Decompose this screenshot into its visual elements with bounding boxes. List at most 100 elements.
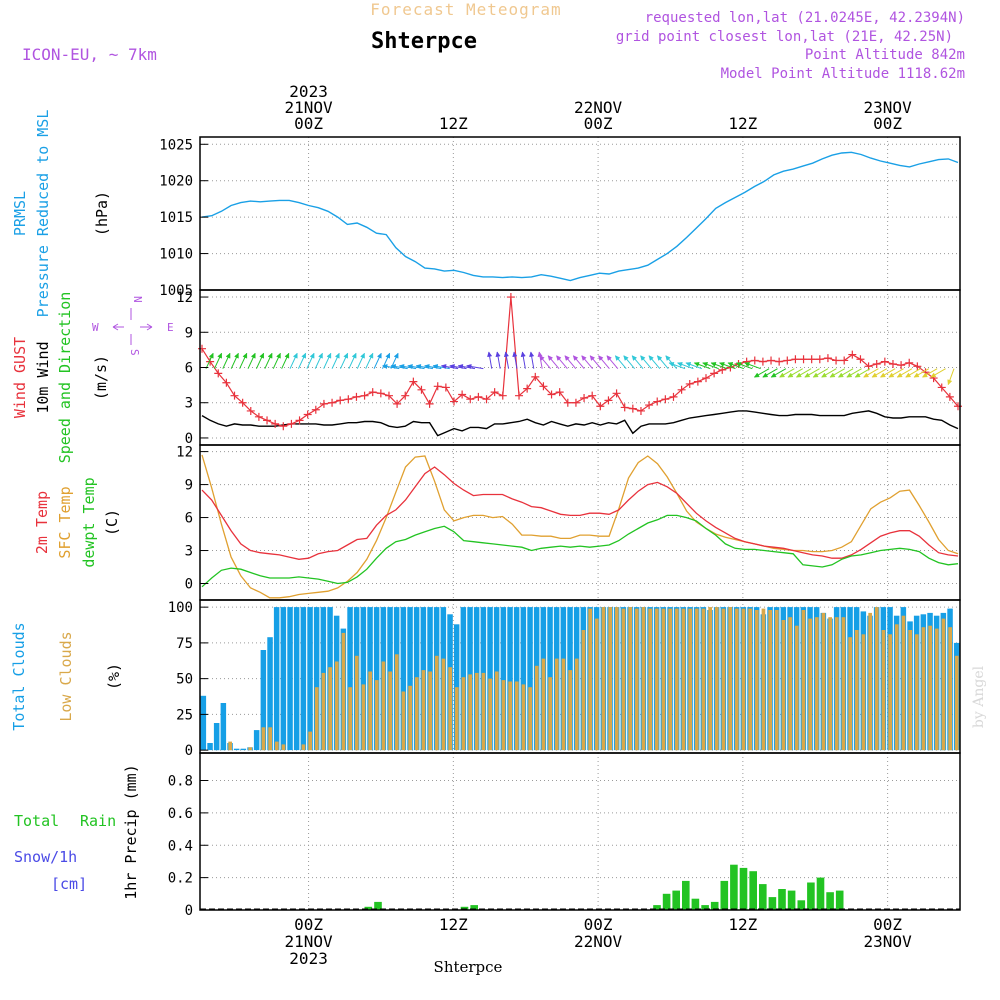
gust-marker [710,369,719,378]
y-tick-label: 6 [185,511,193,527]
rain-bar [797,900,806,910]
precip-cm-label: [cm] [51,875,87,893]
wind-arrow-head [503,351,509,358]
wind-arrow-head [623,355,629,361]
low-clouds-bar [401,691,406,751]
gust-marker [905,358,914,367]
low-clouds-bar [521,684,526,751]
low-clouds-bar [674,608,679,751]
low-clouds-bar [588,608,592,751]
low-clouds-bar [861,634,866,751]
temperature-panel [201,454,959,599]
gust-marker [888,359,897,368]
low-clouds-bar [434,655,439,751]
wind-arrow-head [376,352,382,359]
gust-marker [287,419,296,428]
wind-arrow-head [390,364,397,370]
temperature-axis-label: 2m Temp [33,491,51,554]
temperature-axis-label: SFC Temp [56,486,74,558]
total-clouds-bar [233,748,240,751]
gust-marker [571,398,580,407]
wind-arrow-head [762,372,769,378]
gust-marker [872,359,881,368]
gust-marker [474,392,483,401]
wind-axis-label: 10m Wind [34,341,52,413]
rain-bar [653,905,661,910]
gust-marker [815,355,824,364]
gust-marker [368,388,377,397]
rain-bar [778,889,786,910]
gust-marker [539,382,548,391]
gust-marker [645,401,654,410]
low-clouds-bar [821,612,826,751]
rain-bar [759,884,767,910]
watermark: by Angel [971,665,987,728]
point-altitude: Point Altitude 842m [805,47,965,63]
low-clouds-bar [541,658,546,751]
gust-marker [401,391,410,400]
precip-axis-label: 1hr Precip (mm) [122,764,140,899]
pressure-axis-label: Pressure Reduced to MSL [34,110,52,318]
wind-arrow-head [930,372,937,378]
low-clouds-bar [741,608,746,751]
gust-marker [783,356,792,365]
low-clouds-bar [681,608,686,751]
product-title: Forecast Meteogram [370,0,561,19]
wind-arrow-head [432,364,439,370]
rain-bar [720,880,729,910]
low-clouds-bar [514,681,519,751]
gust-marker [693,377,702,386]
clouds-axis-label: Total Clouds [10,622,28,730]
wind-arrow-head [879,372,886,378]
low-clouds-bar [328,667,332,751]
gust-marker [523,384,532,393]
gust-marker [319,399,328,408]
low-clouds-bar [501,680,506,751]
time-label-top: 21NOV [284,98,333,117]
total-clouds-bar [307,607,313,751]
precip-snow-label: Snow/1h [14,848,77,866]
gust-marker [677,385,686,394]
time-label-bottom: 2023 [289,949,328,968]
wind-arrow-head [449,364,455,370]
low-clouds-bar [848,637,852,751]
rain-bar [364,906,373,910]
gust-marker [547,390,556,399]
low-clouds-bar [354,655,359,751]
gust-marker [311,405,320,414]
low-clouds-bar [574,658,579,751]
total-clouds-bar [293,607,300,751]
time-label-top: 22NOV [574,98,623,117]
gust-marker [303,410,312,419]
low-clouds-bar [714,607,719,751]
gust-marker [279,422,288,431]
low-clouds-bar [261,727,266,751]
total-clouds-bar [253,730,260,751]
rain-bar [730,864,738,910]
y-tick-label: 1025 [159,137,193,153]
wind-arrow-head [779,372,785,378]
low-clouds-bar [488,678,492,751]
low-clouds-bar [428,671,432,751]
total-clouds-bar [260,650,267,751]
wind-arrow-head [457,364,464,370]
wind-arrow-head [368,352,374,359]
low-clouds-bar [928,625,932,751]
low-clouds-bar [814,617,819,751]
low-clouds-bar [761,608,766,751]
low-clouds-bar [774,610,779,751]
total-clouds-bar [360,607,367,751]
total-clouds-bar [453,624,460,751]
wind-arrow-head [547,355,554,361]
low-clouds-bar [581,630,586,751]
gust-marker [441,383,450,392]
rain-bar [807,882,815,910]
temperature-axis-label: dewpt Temp [80,477,98,567]
temperature-panel-frame [199,444,961,601]
time-label-bottom: 00Z [294,915,323,934]
gust-marker [669,392,678,401]
y-tick-label: 0.8 [168,774,193,790]
low-clouds-bar [754,610,759,751]
low-clouds-bar [721,608,726,751]
y-tick-label: 100 [168,600,193,616]
